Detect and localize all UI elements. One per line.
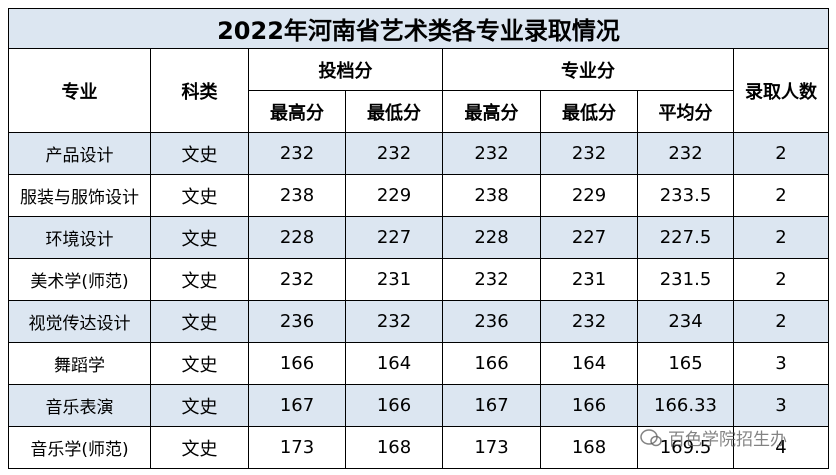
table-row: 美术学(师范) 文史 232 231 232 231 231.5 2 xyxy=(8,258,829,301)
table-cell: 238 xyxy=(248,174,346,217)
table-cell: 文史 xyxy=(150,216,249,259)
table-cell: 舞蹈学 xyxy=(8,342,151,385)
table-cell: 227 xyxy=(345,216,443,259)
table-cell: 173 xyxy=(248,426,346,469)
table-cell: 3 xyxy=(733,342,829,385)
table-cell: 文史 xyxy=(150,300,249,343)
table-row: 音乐学(师范) 文史 173 168 173 168 169.5 4 xyxy=(8,426,829,469)
table-cell: 音乐表演 xyxy=(8,384,151,427)
table-cell: 228 xyxy=(248,216,346,259)
table-cell: 166 xyxy=(345,384,443,427)
table-cell: 168 xyxy=(540,426,638,469)
table-cell: 231 xyxy=(540,258,638,301)
table-cell: 232 xyxy=(540,132,638,175)
table-row: 环境设计 文史 228 227 228 227 227.5 2 xyxy=(8,216,829,259)
table-cell: 产品设计 xyxy=(8,132,151,175)
table-cell: 165 xyxy=(637,342,734,385)
table-cell: 服装与服饰设计 xyxy=(8,174,151,217)
header-cell: 最低分 xyxy=(345,90,443,133)
table-cell: 2 xyxy=(733,174,829,217)
table-cell: 文史 xyxy=(150,132,249,175)
table-cell: 166.33 xyxy=(637,384,734,427)
table-cell: 2 xyxy=(733,216,829,259)
table-cell: 文史 xyxy=(150,426,249,469)
table-cell: 环境设计 xyxy=(8,216,151,259)
table-cell: 229 xyxy=(540,174,638,217)
table-cell: 232 xyxy=(345,300,443,343)
table-cell: 227.5 xyxy=(637,216,734,259)
table-cell: 238 xyxy=(442,174,541,217)
table-cell: 232 xyxy=(540,300,638,343)
table-cell: 232 xyxy=(345,132,443,175)
table-row: 视觉传达设计 文史 236 232 236 232 234 2 xyxy=(8,300,829,343)
table-cell: 227 xyxy=(540,216,638,259)
table-cell: 231.5 xyxy=(637,258,734,301)
watermark-icon xyxy=(640,428,662,446)
table-cell: 232 xyxy=(637,132,734,175)
watermark: 百色学院招生办 xyxy=(640,425,787,450)
table-row: 产品设计 文史 232 232 232 232 232 2 xyxy=(8,132,829,175)
table-cell: 2 xyxy=(733,300,829,343)
table-cell: 236 xyxy=(442,300,541,343)
header-cell: 最高分 xyxy=(248,90,346,133)
table-cell: 166 xyxy=(442,342,541,385)
table-cell: 168 xyxy=(345,426,443,469)
table-cell: 232 xyxy=(442,258,541,301)
table-cell: 音乐学(师范) xyxy=(8,426,151,469)
table-cell: 236 xyxy=(248,300,346,343)
table-cell: 232 xyxy=(248,258,346,301)
table-cell: 文史 xyxy=(150,342,249,385)
table-cell: 166 xyxy=(540,384,638,427)
table-cell: 2 xyxy=(733,258,829,301)
table-cell: 169.5 xyxy=(637,426,734,469)
header-cell: 投档分 xyxy=(248,48,443,91)
table-cell: 文史 xyxy=(150,258,249,301)
table-cell: 166 xyxy=(248,342,346,385)
table-cell: 文史 xyxy=(150,174,249,217)
header-cell: 专业分 xyxy=(442,48,734,91)
watermark-text: 百色学院招生办 xyxy=(668,430,787,450)
table-cell: 164 xyxy=(345,342,443,385)
table-cell: 164 xyxy=(540,342,638,385)
header-cell: 最高分 xyxy=(442,90,541,133)
admission-table: 2022年河南省艺术类各专业录取情况 专业 科类 投档分 专业分 录取人数 最高… xyxy=(8,8,829,469)
table-cell: 167 xyxy=(442,384,541,427)
table-cell: 228 xyxy=(442,216,541,259)
table-cell: 文史 xyxy=(150,384,249,427)
header-cell: 最低分 xyxy=(540,90,638,133)
table-cell: 167 xyxy=(248,384,346,427)
table-row: 服装与服饰设计 文史 238 229 238 229 233.5 2 xyxy=(8,174,829,217)
table-cell: 232 xyxy=(248,132,346,175)
table-title: 2022年河南省艺术类各专业录取情况 xyxy=(8,8,829,49)
header-cell: 科类 xyxy=(150,48,249,133)
table-cell: 视觉传达设计 xyxy=(8,300,151,343)
table-cell: 4 xyxy=(733,426,829,469)
table-cell: 234 xyxy=(637,300,734,343)
table-cell: 233.5 xyxy=(637,174,734,217)
table-cell: 232 xyxy=(442,132,541,175)
header-cell: 专业 xyxy=(8,48,151,133)
table-cell: 2 xyxy=(733,132,829,175)
header-cell: 录取人数 xyxy=(733,48,829,133)
header-cell: 平均分 xyxy=(637,90,734,133)
table-cell: 173 xyxy=(442,426,541,469)
table-cell: 231 xyxy=(345,258,443,301)
table-cell: 美术学(师范) xyxy=(8,258,151,301)
table-cell: 3 xyxy=(733,384,829,427)
table-cell: 229 xyxy=(345,174,443,217)
table-row: 音乐表演 文史 167 166 167 166 166.33 3 xyxy=(8,384,829,427)
table-row: 舞蹈学 文史 166 164 166 164 165 3 xyxy=(8,342,829,385)
